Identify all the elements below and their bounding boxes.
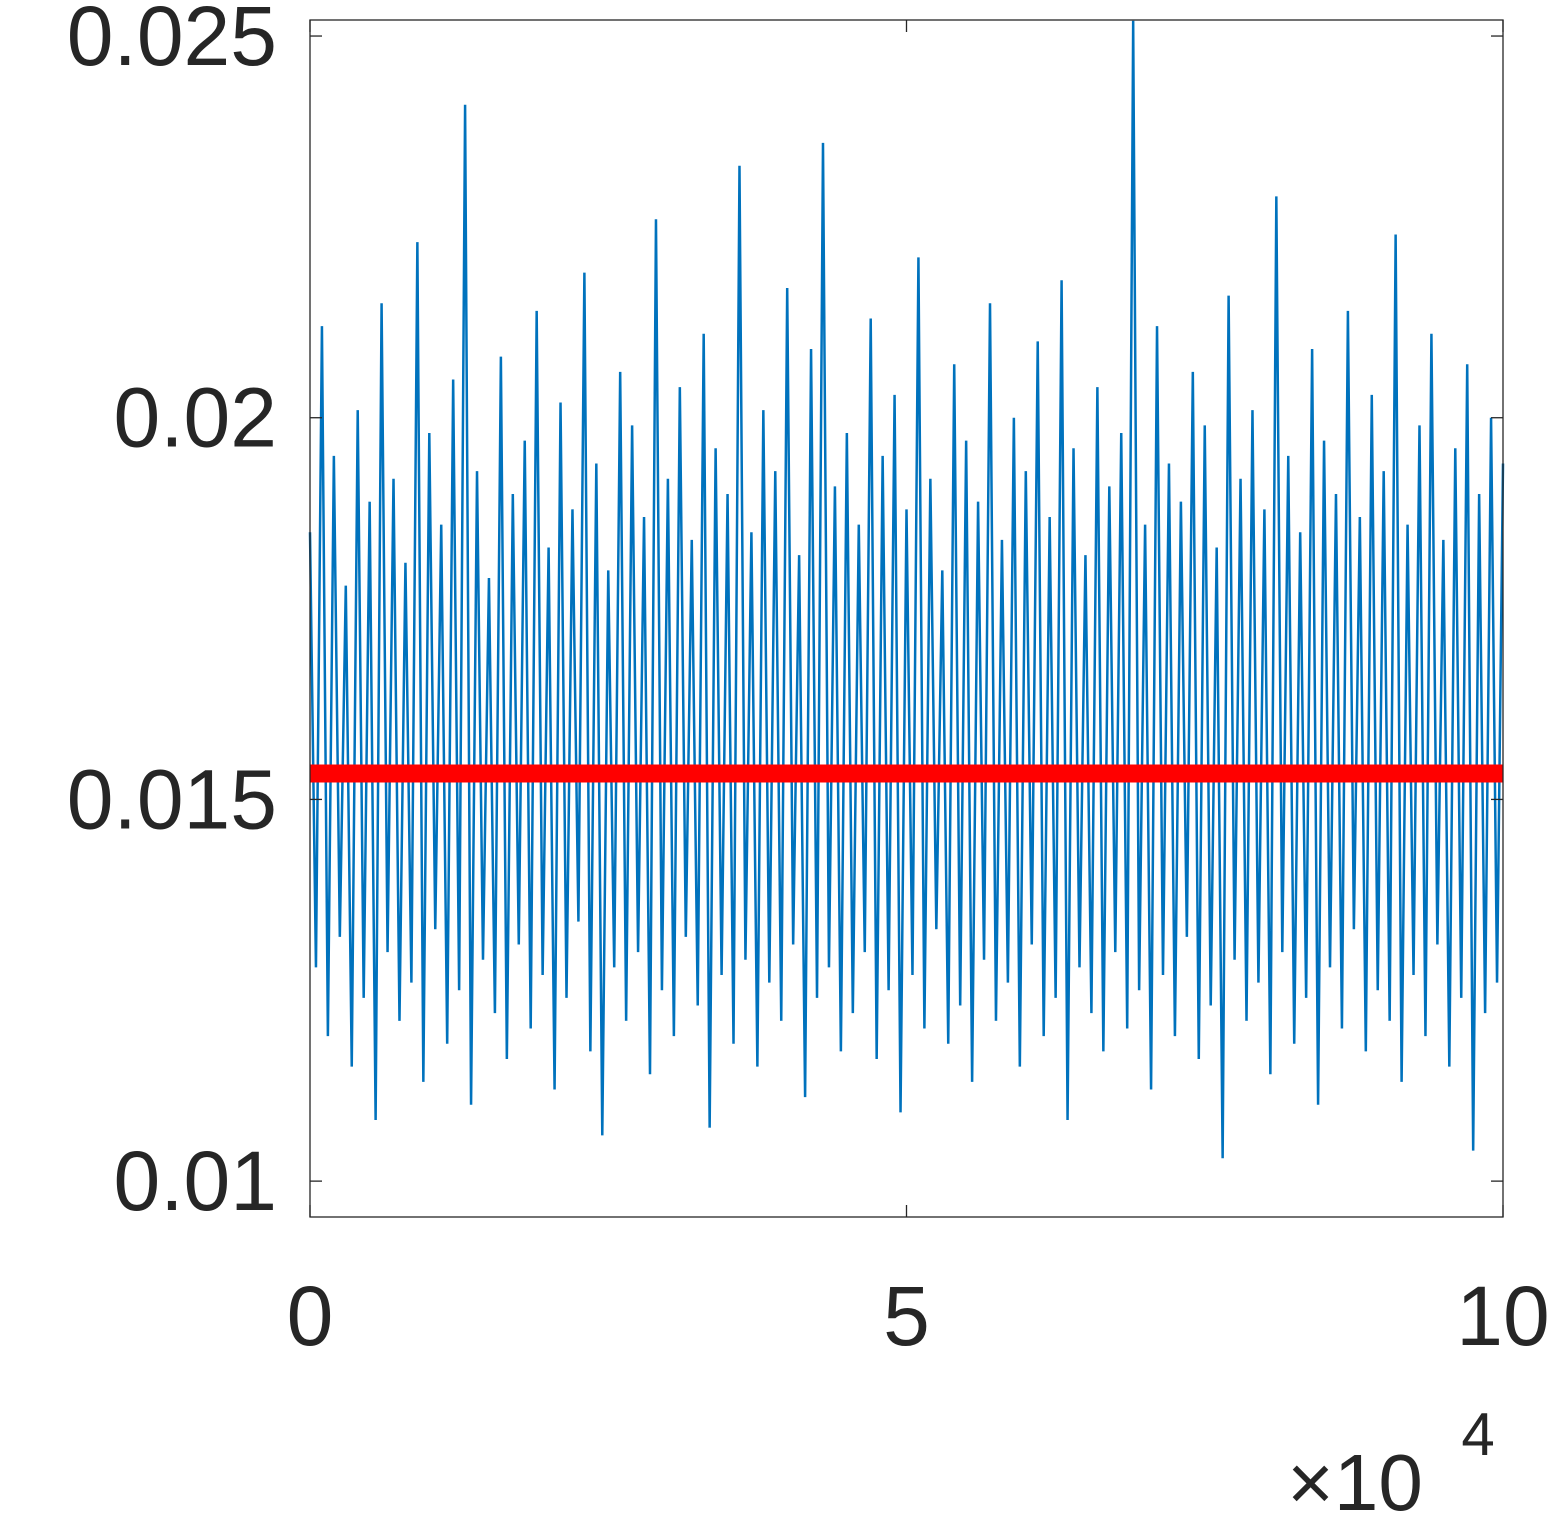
- x-multiplier: ×10: [1287, 1438, 1423, 1526]
- y-tick-label: 0.02: [114, 371, 278, 465]
- y-tick-label: 0.01: [114, 1134, 278, 1228]
- x-tick-label: 0: [287, 1269, 334, 1363]
- x-tick-label: 5: [883, 1269, 930, 1363]
- y-tick-label: 0.015: [67, 752, 277, 846]
- x-tick-label: 10: [1456, 1269, 1549, 1363]
- series-line: [308, 20, 1505, 1159]
- y-tick-label: 0.025: [67, 0, 277, 83]
- plot-layer: [308, 20, 1505, 1159]
- x-multiplier-exponent: 4: [1461, 1401, 1494, 1468]
